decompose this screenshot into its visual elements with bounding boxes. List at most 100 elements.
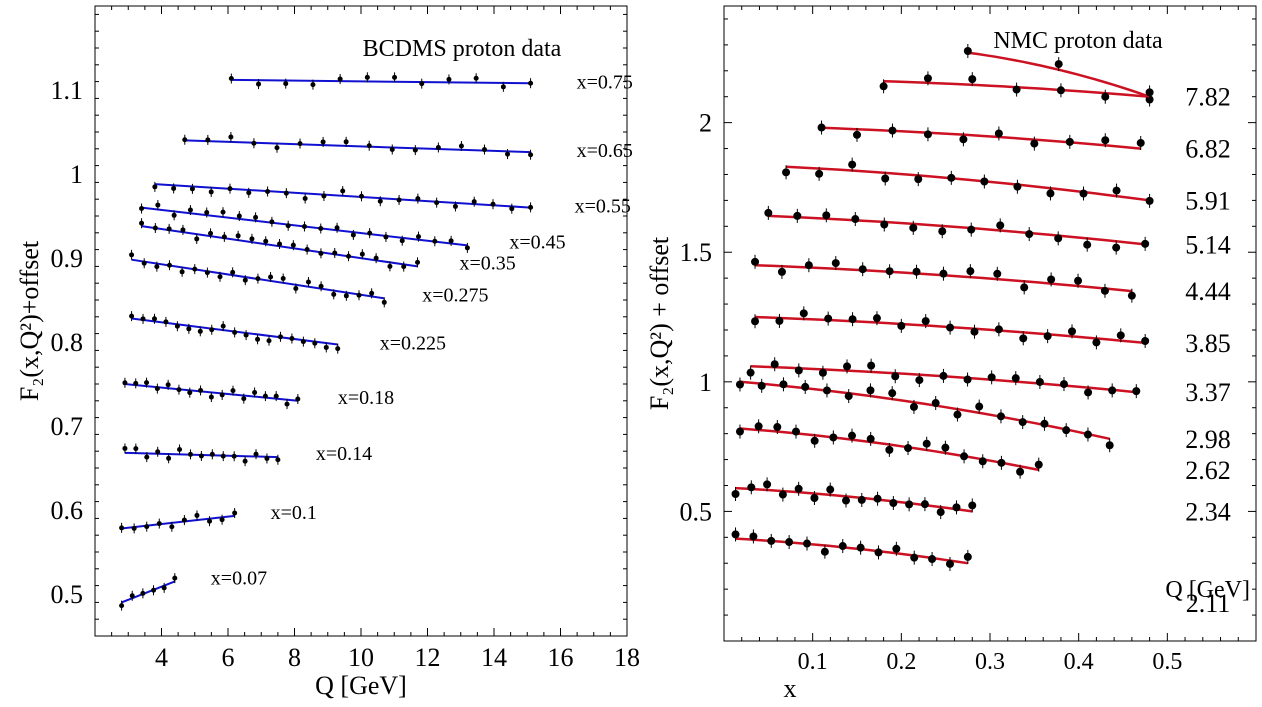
data-point (180, 227, 186, 233)
x-tick-label: 0.4 (1064, 649, 1094, 675)
data-point (1059, 380, 1068, 389)
x-tick-label: 6 (222, 643, 235, 672)
data-point (274, 145, 280, 151)
data-point (1013, 182, 1022, 191)
data-point (140, 590, 146, 596)
data-point (396, 197, 402, 203)
data-point (891, 372, 900, 381)
data-point (838, 542, 847, 551)
data-point (141, 260, 147, 266)
data-point (219, 517, 225, 523)
data-point (230, 269, 236, 275)
series-label: x=0.35 (460, 252, 516, 274)
data-point (209, 327, 215, 333)
x-tick-label: 18 (614, 643, 640, 672)
fit-curve (821, 126, 1141, 150)
data-point (373, 255, 379, 261)
data-point (782, 168, 791, 177)
y-tick-label: 1 (70, 160, 83, 189)
data-point (144, 380, 150, 386)
data-point (268, 274, 274, 280)
data-point (1011, 374, 1020, 383)
data-point (419, 81, 425, 87)
data-point (794, 484, 803, 493)
data-point (968, 501, 977, 510)
data-point (169, 524, 175, 530)
data-point (909, 402, 918, 411)
data-point (775, 316, 784, 325)
data-point (528, 152, 534, 158)
data-point (848, 160, 857, 169)
data-point (416, 234, 422, 240)
data-point (820, 547, 829, 556)
data-point (754, 422, 763, 431)
series-label: 2.62 (1185, 456, 1231, 485)
data-point (1074, 276, 1083, 285)
fit-curve (121, 580, 176, 604)
data-point (1025, 230, 1034, 239)
data-point (262, 393, 268, 399)
data-point (332, 250, 338, 256)
fit-curve (231, 78, 531, 85)
data-point (963, 552, 972, 561)
data-point (804, 261, 813, 270)
data-point (198, 387, 204, 393)
series-label: x=0.55 (575, 196, 631, 218)
data-point (139, 220, 145, 226)
data-point (208, 394, 214, 400)
data-point (198, 453, 204, 459)
data-point (844, 392, 853, 401)
data-point (154, 386, 160, 392)
data-point (119, 525, 125, 531)
bcdms-panel: 4 6 8 10 12 14 16 18 0.5 0.6 0.7 0.8 0.9 1 1.1 Q [GeV] F… (15, 5, 640, 700)
data-point (464, 245, 470, 251)
data-point (1047, 275, 1056, 284)
data-point (936, 508, 945, 517)
data-point (909, 223, 918, 232)
data-point (154, 264, 160, 270)
data-point (189, 186, 195, 192)
series-label: 2.98 (1185, 425, 1231, 454)
series-label: 4.44 (1185, 277, 1231, 306)
data-point (285, 223, 291, 229)
x-tick-label: 0.1 (798, 649, 828, 675)
plot-frame (94, 5, 628, 637)
data-point (975, 402, 984, 411)
data-point (318, 283, 324, 289)
data-point (1145, 95, 1154, 104)
data-point (269, 219, 275, 225)
data-point (318, 250, 324, 256)
data-point (275, 457, 281, 463)
data-point (818, 368, 827, 377)
data-point (939, 269, 948, 278)
data-point (920, 500, 929, 509)
data-point (793, 211, 802, 220)
data-point (888, 126, 897, 135)
data-point (310, 82, 316, 88)
data-point (778, 490, 787, 499)
series-label: 3.85 (1185, 329, 1231, 358)
data-point (151, 316, 157, 322)
x-tick-label: 4 (155, 643, 168, 672)
data-point (879, 82, 888, 91)
series-label: 2.34 (1185, 497, 1231, 526)
data-point (1145, 196, 1154, 205)
data-point (922, 439, 931, 448)
data-point (874, 548, 883, 557)
data-point (273, 393, 279, 399)
data-point (941, 443, 950, 452)
data-point (892, 544, 901, 553)
data-point (249, 236, 255, 242)
data-point (810, 493, 819, 502)
data-point (822, 386, 831, 395)
data-point (867, 361, 876, 370)
data-point (231, 453, 237, 459)
data-point (791, 427, 800, 436)
data-point (994, 129, 1003, 138)
data-point (133, 380, 139, 386)
data-point (747, 483, 756, 492)
data-point (181, 517, 187, 523)
data-point (228, 76, 234, 82)
data-point (253, 214, 259, 220)
data-point (432, 238, 438, 244)
